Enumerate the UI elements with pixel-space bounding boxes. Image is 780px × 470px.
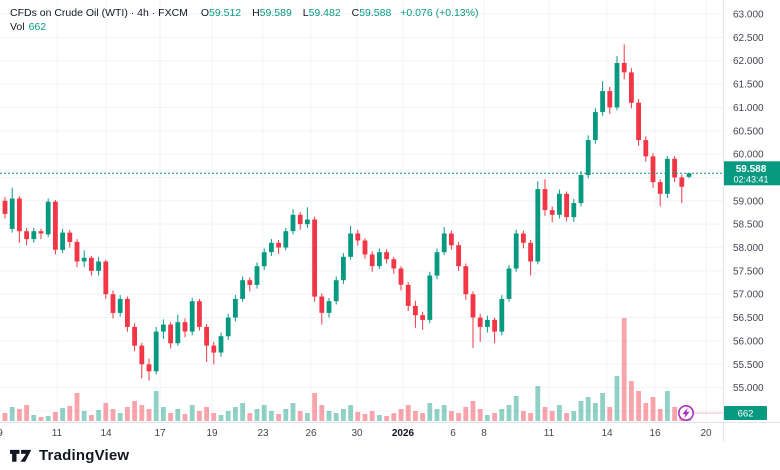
svg-text:59.000: 59.000 bbox=[733, 196, 764, 207]
open-value: 59.512 bbox=[209, 7, 242, 19]
candlesticks bbox=[2, 44, 692, 381]
svg-text:60.500: 60.500 bbox=[733, 126, 764, 137]
svg-text:56.500: 56.500 bbox=[733, 313, 764, 324]
svg-text:57.500: 57.500 bbox=[733, 266, 764, 277]
svg-text:11: 11 bbox=[544, 428, 555, 439]
svg-text:2026: 2026 bbox=[392, 428, 415, 439]
svg-text:14: 14 bbox=[100, 428, 112, 439]
volume-value: 662 bbox=[28, 21, 47, 33]
low-value: 59.482 bbox=[308, 7, 341, 19]
svg-text:17: 17 bbox=[154, 428, 166, 439]
svg-text:55.500: 55.500 bbox=[733, 360, 764, 371]
tradingview-logo[interactable]: TradingView bbox=[10, 447, 129, 464]
svg-text:57.000: 57.000 bbox=[733, 290, 764, 301]
grid-lines bbox=[0, 0, 723, 422]
svg-text:23: 23 bbox=[257, 428, 269, 439]
svg-text:9: 9 bbox=[0, 428, 3, 439]
svg-text:59.588: 59.588 bbox=[736, 164, 767, 175]
svg-text:19: 19 bbox=[206, 428, 218, 439]
last-volume-badge: 662 bbox=[724, 406, 767, 420]
tradingview-logo-icon bbox=[10, 449, 32, 462]
time-axis-scale[interactable]: 9 11 14 17 19 23 26 30 2026 6 8 11 14 16 20 bbox=[0, 428, 712, 439]
svg-text:20: 20 bbox=[700, 428, 712, 439]
svg-text:62.000: 62.000 bbox=[733, 56, 764, 67]
chart-legend: CFDs on Crude Oil (WTI) · 4h · FXCM O59.… bbox=[10, 6, 478, 34]
svg-text:61.000: 61.000 bbox=[733, 103, 764, 114]
instant-trading-lightning-icon[interactable] bbox=[677, 404, 694, 421]
high-value: 59.589 bbox=[259, 7, 292, 19]
svg-text:58.000: 58.000 bbox=[733, 243, 764, 254]
svg-text:16: 16 bbox=[649, 428, 661, 439]
change-value: +0.076 (+0.13%) bbox=[400, 7, 479, 19]
svg-text:60.000: 60.000 bbox=[733, 150, 764, 161]
svg-text:8: 8 bbox=[481, 428, 487, 439]
svg-text:58.500: 58.500 bbox=[733, 220, 764, 231]
symbol-title[interactable]: CFDs on Crude Oil (WTI) · 4h · FXCM bbox=[10, 7, 188, 19]
svg-text:30: 30 bbox=[351, 428, 363, 439]
price-axis-scale[interactable]: 63.000 62.500 62.000 61.500 61.000 60.500 60.0… bbox=[733, 10, 764, 418]
low-label: L bbox=[302, 7, 309, 19]
axis-borders bbox=[0, 0, 780, 442]
last-price-badge: 59.588 02:43:41 bbox=[724, 161, 780, 186]
svg-text:14: 14 bbox=[601, 428, 613, 439]
svg-text:26: 26 bbox=[305, 428, 317, 439]
svg-text:56.000: 56.000 bbox=[733, 336, 764, 347]
close-value: 59.588 bbox=[359, 7, 392, 19]
high-label: H bbox=[252, 7, 260, 19]
tradingview-logo-text: TradingView bbox=[39, 447, 130, 464]
svg-text:11: 11 bbox=[52, 428, 63, 439]
svg-text:02:43:41: 02:43:41 bbox=[733, 174, 768, 184]
svg-text:55.000: 55.000 bbox=[733, 383, 764, 394]
legend-line-volume: Vol 662 bbox=[10, 20, 478, 34]
volume-bars bbox=[2, 318, 692, 421]
svg-text:662: 662 bbox=[738, 409, 754, 420]
svg-text:62.500: 62.500 bbox=[733, 33, 764, 44]
svg-text:61.500: 61.500 bbox=[733, 80, 764, 91]
close-label: C bbox=[351, 7, 360, 19]
volume-label: Vol bbox=[10, 21, 25, 33]
svg-text:6: 6 bbox=[450, 428, 456, 439]
open-label: O bbox=[200, 7, 210, 19]
svg-text:63.000: 63.000 bbox=[733, 10, 764, 21]
legend-line-ohlc: CFDs on Crude Oil (WTI) · 4h · FXCM O59.… bbox=[10, 6, 478, 20]
